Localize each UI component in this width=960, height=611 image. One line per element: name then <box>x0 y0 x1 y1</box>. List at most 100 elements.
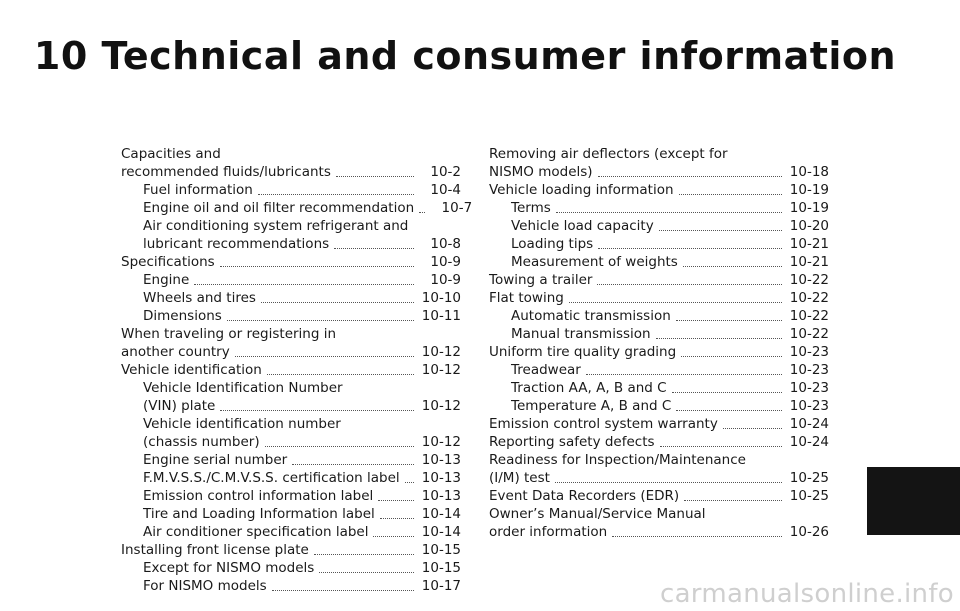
toc-entry[interactable]: Wheels and tires 10-10 <box>121 289 461 307</box>
toc-entry-title: Flat towing <box>489 290 564 306</box>
dot-leader <box>684 499 782 501</box>
toc-entry[interactable]: Vehicle load capacity 10-20 <box>489 217 829 235</box>
toc-entry[interactable]: Air conditioning system refrigerant and l… <box>121 217 461 253</box>
dot-leader <box>722 427 782 429</box>
toc-entry-title: NISMO models) <box>489 164 593 180</box>
toc-entry[interactable]: Vehicle Identification Number (VIN) plate… <box>121 379 461 415</box>
toc-entry-title: another country <box>121 344 230 360</box>
toc-entry-title: Engine <box>143 272 190 288</box>
toc-entry-page: 10-9 <box>430 254 461 270</box>
toc-entry-title: Engine oil and oil filter recommendation <box>143 200 415 216</box>
toc-entry[interactable]: Engine serial number 10-13 <box>121 451 461 469</box>
toc-entry[interactable]: Event Data Recorders (EDR) 10-25 <box>489 487 829 505</box>
toc-entry[interactable]: Except for NISMO models 10-15 <box>121 559 461 577</box>
dot-leader <box>373 535 414 537</box>
toc-entry-title: Air conditioner specification label <box>143 524 369 540</box>
toc-entry[interactable]: Emission control information label 10-13 <box>121 487 461 505</box>
toc-entry[interactable]: Reporting safety defects 10-24 <box>489 433 829 451</box>
toc-entry-page: 10-25 <box>789 470 829 486</box>
toc-entry-page: 10-22 <box>789 272 829 288</box>
toc-entry[interactable]: Dimensions 10-11 <box>121 307 461 325</box>
toc-column-right: Removing air deflectors (except for NISMO… <box>489 145 829 541</box>
watermark: carmanualsonline.info <box>659 579 954 609</box>
toc-entry[interactable]: Engine oil and oil filter recommendation… <box>121 199 472 217</box>
toc-entry-title-line: Capacities and <box>121 146 221 162</box>
toc-entry[interactable]: Treadwear 10-23 <box>489 361 829 379</box>
toc-entry-title: Vehicle loading information <box>489 182 674 198</box>
toc-entry-page: 10-13 <box>421 488 461 504</box>
toc-entry-title: Loading tips <box>511 236 594 252</box>
dot-leader <box>676 409 782 411</box>
toc-entry[interactable]: Engine 10-9 <box>121 271 461 289</box>
toc-entry-page: 10-20 <box>789 218 829 234</box>
toc-entry-title: (VIN) plate <box>143 398 216 414</box>
toc-entry-title: F.M.V.S.S./C.M.V.S.S. certification labe… <box>143 470 400 486</box>
toc-entry-title: Wheels and tires <box>143 290 256 306</box>
toc-entry-title-line: When traveling or registering in <box>121 326 337 342</box>
toc-entry[interactable]: Emission control system warranty 10-24 <box>489 415 829 433</box>
toc-entry-page: 10-22 <box>789 308 829 324</box>
toc-entry[interactable]: Fuel information 10-4 <box>121 181 461 199</box>
toc-entry-page: 10-13 <box>421 470 461 486</box>
toc-entry[interactable]: Terms 10-19 <box>489 199 829 217</box>
toc-entry-page: 10-21 <box>789 254 829 270</box>
toc-entry[interactable]: Capacities and recommended fluids/lubrica… <box>121 145 461 181</box>
toc-entry-title: Engine serial number <box>143 452 288 468</box>
toc-entry-page: 10-19 <box>789 182 829 198</box>
toc-entry[interactable]: Flat towing 10-22 <box>489 289 829 307</box>
toc-entry[interactable]: Readiness for Inspection/Maintenance (I/M… <box>489 451 829 487</box>
toc-entry-page: 10-17 <box>421 578 461 594</box>
toc-entry-title: Manual transmission <box>511 326 651 342</box>
toc-entry[interactable]: Removing air deflectors (except for NISMO… <box>489 145 829 181</box>
dot-leader <box>257 193 414 195</box>
toc-entry[interactable]: Temperature A, B and C 10-23 <box>489 397 829 415</box>
toc-entry[interactable]: Automatic transmission 10-22 <box>489 307 829 325</box>
toc-entry[interactable]: Measurement of weights 10-21 <box>489 253 829 271</box>
toc-entry-page: 10-25 <box>789 488 829 504</box>
toc-entry[interactable]: When traveling or registering in another … <box>121 325 461 361</box>
toc-entry-page: 10-15 <box>421 560 461 576</box>
toc-entry-title: Measurement of weights <box>511 254 678 270</box>
toc-entry[interactable]: Installing front license plate 10-15 <box>121 541 461 559</box>
toc-entry[interactable]: Vehicle identification number (chassis nu… <box>121 415 461 451</box>
toc-entry[interactable]: Manual transmission 10-22 <box>489 325 829 343</box>
toc-entry-title: Towing a trailer <box>489 272 593 288</box>
toc-entry-title: (chassis number) <box>143 434 260 450</box>
toc-entry-title: Tire and Loading Information label <box>143 506 375 522</box>
toc-entry[interactable]: Air conditioner specification label 10-14 <box>121 523 461 541</box>
dot-leader <box>681 355 782 357</box>
dot-leader <box>378 499 414 501</box>
toc-entry[interactable]: Traction AA, A, B and C 10-23 <box>489 379 829 397</box>
dot-leader <box>675 319 782 321</box>
toc-entry[interactable]: Uniform tire quality grading 10-23 <box>489 343 829 361</box>
toc-entry[interactable]: Vehicle loading information 10-19 <box>489 181 829 199</box>
toc-entry-title: (I/M) test <box>489 470 550 486</box>
dot-leader <box>419 211 426 213</box>
toc-entry-title: Event Data Recorders (EDR) <box>489 488 680 504</box>
toc-entry-title: Reporting safety defects <box>489 434 655 450</box>
toc-entry-title-line: Removing air deflectors (except for <box>489 146 728 162</box>
dot-leader <box>219 265 414 267</box>
toc-entry[interactable]: Specifications 10-9 <box>121 253 461 271</box>
dot-leader <box>555 211 782 213</box>
toc-entry[interactable]: Towing a trailer 10-22 <box>489 271 829 289</box>
toc-entry-title: Automatic transmission <box>511 308 671 324</box>
toc-entry[interactable]: Vehicle identification 10-12 <box>121 361 461 379</box>
toc-entry-page: 10-22 <box>789 326 829 342</box>
toc-entry[interactable]: Tire and Loading Information label 10-14 <box>121 505 461 523</box>
toc-entry-page: 10-23 <box>789 362 829 378</box>
dot-leader <box>234 355 414 357</box>
dot-leader <box>260 301 414 303</box>
toc-entry[interactable]: For NISMO models 10-17 <box>121 577 461 595</box>
dot-leader <box>334 247 414 249</box>
toc-entry-title: Uniform tire quality grading <box>489 344 677 360</box>
dot-leader <box>658 229 782 231</box>
toc-entry[interactable]: Loading tips 10-21 <box>489 235 829 253</box>
toc-entry-title: Fuel information <box>143 182 253 198</box>
dot-leader <box>313 553 414 555</box>
toc-entry[interactable]: Owner’s Manual/Service Manual order infor… <box>489 505 829 541</box>
toc-entry[interactable]: F.M.V.S.S./C.M.V.S.S. certification labe… <box>121 469 461 487</box>
toc-entry-title: lubricant recommendations <box>143 236 330 252</box>
dot-leader <box>319 571 414 573</box>
toc-entry-page: 10-24 <box>789 416 829 432</box>
